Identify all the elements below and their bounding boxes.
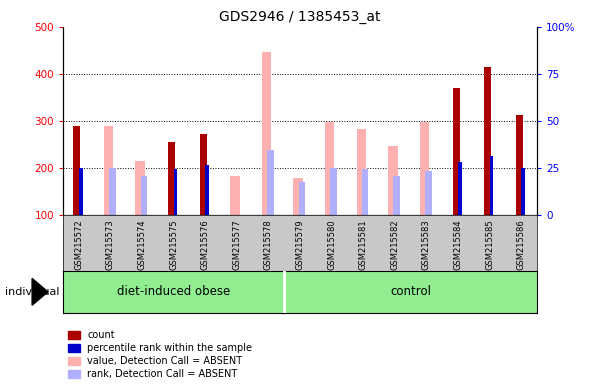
Text: GSM215572: GSM215572 bbox=[74, 220, 83, 270]
Bar bbox=[330, 168, 337, 215]
Title: GDS2946 / 1385453_at: GDS2946 / 1385453_at bbox=[219, 10, 381, 25]
Text: diet-induced obese: diet-induced obese bbox=[117, 285, 230, 298]
Bar bbox=[362, 169, 368, 215]
Bar bbox=[230, 176, 239, 215]
Bar bbox=[136, 161, 145, 215]
Text: GSM215583: GSM215583 bbox=[422, 220, 431, 270]
Bar bbox=[458, 162, 462, 215]
Text: GSM215575: GSM215575 bbox=[169, 220, 178, 270]
Bar bbox=[452, 88, 460, 215]
Text: GSM215579: GSM215579 bbox=[296, 220, 305, 270]
Text: GSM215586: GSM215586 bbox=[517, 220, 526, 270]
Bar bbox=[293, 178, 303, 215]
Text: GSM215581: GSM215581 bbox=[359, 220, 368, 270]
Text: GSM215584: GSM215584 bbox=[454, 220, 463, 270]
Bar bbox=[262, 52, 271, 215]
Text: GSM215573: GSM215573 bbox=[106, 220, 115, 270]
Polygon shape bbox=[32, 278, 48, 305]
Text: GSM215582: GSM215582 bbox=[391, 220, 400, 270]
Bar bbox=[325, 122, 334, 215]
Text: GSM215580: GSM215580 bbox=[327, 220, 336, 270]
Legend: count, percentile rank within the sample, value, Detection Call = ABSENT, rank, : count, percentile rank within the sample… bbox=[68, 330, 253, 379]
Text: GSM215585: GSM215585 bbox=[485, 220, 494, 270]
Bar bbox=[521, 167, 525, 215]
Bar bbox=[490, 156, 493, 215]
Bar bbox=[299, 182, 305, 215]
Text: GSM215576: GSM215576 bbox=[200, 220, 210, 270]
Text: GSM215577: GSM215577 bbox=[232, 220, 241, 270]
Bar bbox=[73, 126, 80, 215]
Bar bbox=[516, 115, 523, 215]
Bar bbox=[388, 146, 398, 215]
Bar bbox=[205, 165, 209, 215]
Bar bbox=[168, 142, 175, 215]
Bar bbox=[484, 67, 491, 215]
Bar bbox=[356, 129, 366, 215]
Bar bbox=[394, 176, 400, 215]
Bar bbox=[200, 134, 207, 215]
Bar bbox=[109, 168, 116, 215]
Bar bbox=[79, 168, 83, 215]
Text: individual: individual bbox=[5, 287, 60, 297]
Bar bbox=[140, 176, 147, 215]
Bar bbox=[267, 150, 274, 215]
Text: GSM215574: GSM215574 bbox=[137, 220, 146, 270]
Bar bbox=[104, 126, 113, 215]
Bar bbox=[425, 171, 431, 215]
Text: control: control bbox=[390, 285, 431, 298]
Text: GSM215578: GSM215578 bbox=[264, 220, 273, 270]
Bar bbox=[173, 169, 178, 215]
Bar bbox=[420, 122, 429, 215]
